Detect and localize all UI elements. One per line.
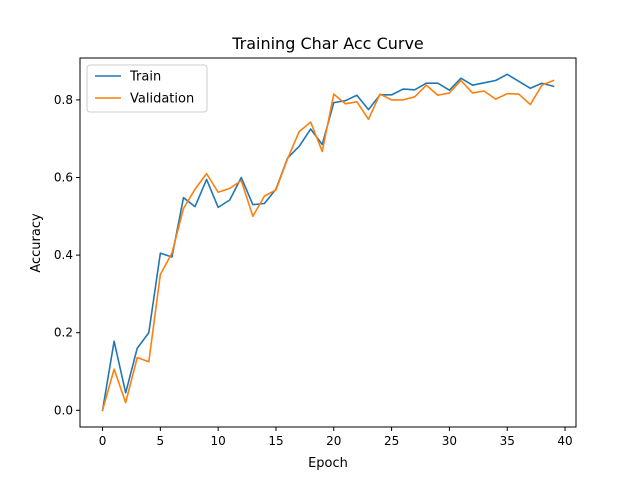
chart-title: Training Char Acc Curve — [231, 34, 424, 53]
x-tick-label: 35 — [500, 434, 515, 448]
x-tick-label: 25 — [384, 434, 399, 448]
y-tick-label: 0.2 — [54, 326, 73, 340]
x-tick-label: 30 — [442, 434, 457, 448]
y-tick-label: 0.4 — [54, 248, 73, 262]
x-tick-label: 15 — [268, 434, 283, 448]
x-tick-label: 40 — [557, 434, 572, 448]
x-tick-label: 20 — [326, 434, 341, 448]
x-tick-label: 5 — [157, 434, 165, 448]
legend-label-validation: Validation — [130, 92, 194, 107]
y-tick-label: 0.8 — [54, 93, 73, 107]
x-axis-label: Epoch — [308, 456, 348, 471]
plot-frame — [79, 57, 577, 428]
axis-ticks: 0 5 10 15 20 25 30 35 40 0.0 0.2 0.4 0.6 0.8 — [54, 93, 573, 448]
x-tick-label: 0 — [99, 434, 107, 448]
series-layer — [101, 73, 555, 412]
series-line-validation — [101, 79, 555, 412]
y-tick-label: 0.0 — [54, 403, 73, 417]
x-tick-label: 10 — [211, 434, 226, 448]
y-axis-label: Accuracy — [29, 213, 44, 273]
y-tick-label: 0.6 — [54, 171, 73, 185]
legend: Train Validation — [86, 64, 208, 113]
legend-label-train: Train — [129, 70, 161, 85]
